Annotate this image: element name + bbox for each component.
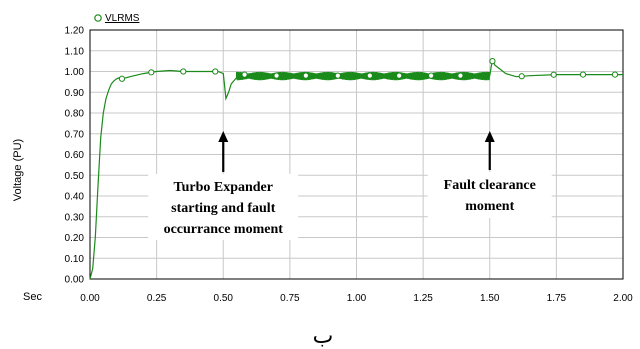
legend-marker-icon	[94, 14, 102, 22]
y-tick-label: 0.70	[65, 129, 85, 140]
x-tick-labels: 0.00 0.25 0.50 0.75 1.00 1.25 1.50 1.75 2.00	[80, 293, 633, 304]
plot-frame	[89, 29, 624, 280]
y-tick-label: 0.10	[65, 254, 85, 265]
series-marker	[428, 72, 435, 79]
annotation-text: Turbo Expander	[174, 180, 273, 195]
series-marker	[148, 69, 155, 76]
y-tick-labels: 0.00 0.10 0.20 0.30 0.40 0.50 0.60 0.70 0.80 0.90…	[65, 26, 85, 286]
annotation-box	[427, 172, 552, 218]
annotation-text: occurrance moment	[164, 222, 284, 237]
x-tick-label: 1.25	[413, 293, 433, 304]
arrow-head-icon	[484, 131, 495, 142]
y-tick-label: 0.80	[65, 109, 85, 120]
x-tick-label: 1.50	[480, 293, 500, 304]
annotations: Turbo Expander starting and fault occurran…	[148, 131, 552, 240]
series-marker	[579, 71, 587, 78]
series-marker	[273, 72, 280, 79]
annotation-text: starting and fault	[171, 201, 276, 216]
y-tick-label: 0.00	[65, 275, 85, 286]
x-tick-label: 1.75	[547, 293, 567, 304]
series-marker	[302, 72, 309, 79]
y-tick-label: 0.40	[65, 192, 85, 203]
y-tick-label: 0.20	[65, 233, 85, 244]
x-axis-title: Sec	[23, 291, 42, 303]
vlrms-series-line	[89, 59, 623, 280]
x-tick-label: 2.00	[613, 293, 633, 304]
series-marker	[118, 75, 126, 82]
figure-caption: ب	[313, 324, 334, 349]
series-marker	[611, 71, 619, 78]
x-tick-label: 0.00	[80, 293, 100, 304]
vlrms-series-markers	[118, 58, 619, 82]
x-tick-label: 0.50	[214, 293, 234, 304]
legend: VLRMS	[94, 13, 140, 24]
annotation-box	[148, 174, 299, 240]
series-marker	[518, 73, 525, 80]
y-tick-label: 0.90	[65, 88, 85, 99]
series-marker	[489, 58, 496, 65]
series-marker	[550, 71, 557, 78]
legend-label: VLRMS	[105, 13, 140, 24]
series-marker	[334, 72, 341, 79]
series-marker	[457, 72, 464, 79]
y-tick-label: 0.50	[65, 171, 85, 182]
series-marker	[396, 72, 403, 79]
y-tick-label: 0.60	[65, 150, 85, 161]
x-tick-label: 0.75	[280, 293, 300, 304]
x-tick-label: 1.00	[347, 293, 367, 304]
arrow-head-icon	[218, 131, 229, 142]
series-marker	[212, 68, 219, 75]
annotation-text: moment	[465, 199, 514, 214]
x-tick-label: 0.25	[147, 293, 167, 304]
y-tick-label: 1.10	[65, 46, 85, 57]
y-axis-title: Voltage (PU)	[12, 139, 24, 201]
series-marker	[180, 68, 187, 75]
y-tick-label: 1.20	[65, 26, 85, 37]
y-tick-label: 0.30	[65, 212, 85, 223]
series-marker	[241, 71, 248, 78]
series-marker	[366, 72, 373, 79]
y-tick-label: 1.00	[65, 67, 85, 78]
annotation-text: Fault clearance	[444, 178, 536, 193]
